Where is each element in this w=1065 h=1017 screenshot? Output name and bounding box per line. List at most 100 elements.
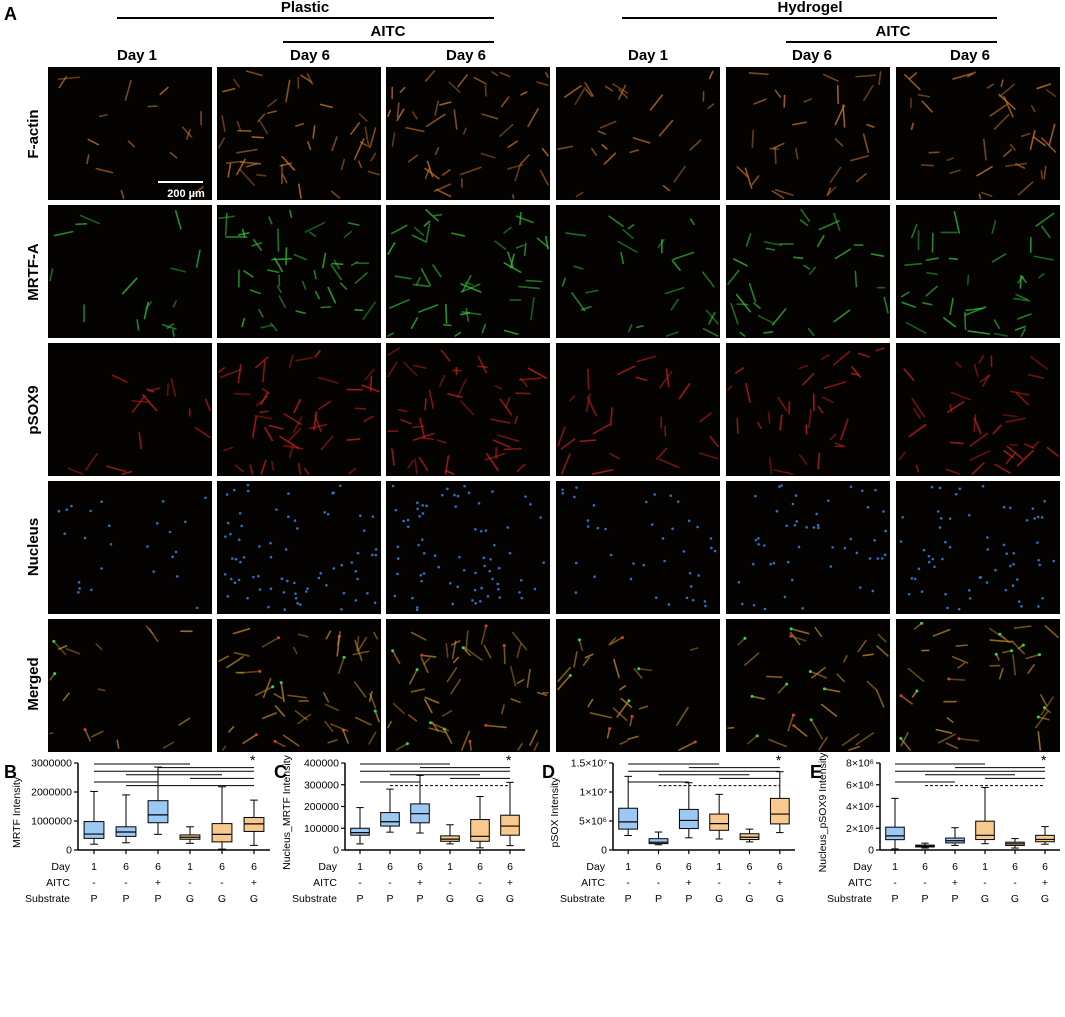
factor-cell-aitc: +	[1042, 877, 1048, 889]
box-2	[648, 831, 669, 846]
factor-cell-day: 6	[686, 861, 692, 873]
y-tick-label: 4×10⁶	[846, 801, 874, 813]
y-tick-label: 2×10⁶	[846, 823, 874, 835]
factor-cell-aitc: -	[388, 877, 392, 889]
micrograph-grid	[48, 67, 1060, 752]
factor-cell-substrate: P	[891, 893, 898, 905]
factor-cell-aitc: -	[358, 877, 362, 889]
factor-cell-day: 6	[507, 861, 513, 873]
factor-cell-substrate: G	[186, 893, 194, 905]
box-body	[769, 797, 790, 825]
micrograph-mrtfa-6	[896, 205, 1060, 338]
significance-star: *	[250, 752, 256, 768]
y-tick-label: 300000	[304, 779, 339, 791]
micrograph-psox9-5	[726, 343, 890, 476]
box-body	[211, 823, 233, 843]
factor-cell-substrate: P	[356, 893, 363, 905]
micrograph-factin-1	[48, 67, 212, 200]
factor-cell-day: 1	[716, 861, 722, 873]
factor-row-label-aitc: AITC	[46, 877, 70, 889]
factor-cell-substrate: P	[122, 893, 129, 905]
y-tick-label: 200000	[304, 801, 339, 813]
micrograph-merged-2	[217, 619, 381, 752]
factor-cell-aitc: -	[220, 877, 224, 889]
y-tick-label: 0	[333, 845, 339, 857]
micrograph-nucleus-2	[217, 481, 381, 614]
group-plastic-label: Plastic	[281, 0, 329, 16]
significance-star: *	[776, 752, 782, 768]
box-5	[470, 795, 490, 849]
micrograph-factin-5	[726, 67, 890, 200]
box-2	[380, 788, 400, 833]
factor-cell-day: 6	[1012, 861, 1018, 873]
column-label-1: Day 1	[117, 47, 157, 64]
micrograph-factin-2	[217, 67, 381, 200]
factor-cell-day: 6	[219, 861, 225, 873]
box-6	[1035, 826, 1055, 845]
micrograph-factin-6	[896, 67, 1060, 200]
factor-cell-aitc: -	[92, 877, 96, 889]
y-tick-label: 100000	[304, 823, 339, 835]
y-tick-label: 6×10⁶	[846, 779, 874, 791]
factor-cell-aitc: +	[417, 877, 423, 889]
y-tick-label: 0	[601, 845, 607, 857]
factor-cell-aitc: -	[983, 877, 987, 889]
column-label-3: Day 6	[446, 47, 486, 64]
panel-label-d: D	[542, 762, 555, 782]
box-body	[975, 820, 995, 841]
factor-cell-day: 6	[1042, 861, 1048, 873]
factor-row-label-aitc: AITC	[313, 877, 337, 889]
box-5	[1005, 838, 1025, 849]
row-label-mrtfa: MRTF-A	[25, 243, 42, 301]
micrograph-psox9-2	[217, 343, 381, 476]
factor-cell-aitc: -	[1013, 877, 1017, 889]
group-plastic-sub-label: AITC	[371, 23, 406, 40]
factor-cell-day: 6	[952, 861, 958, 873]
box-body	[618, 807, 639, 830]
factor-cell-substrate: G	[446, 893, 454, 905]
factor-cell-day: 6	[922, 861, 928, 873]
box-3	[678, 782, 699, 839]
factor-cell-substrate: G	[1041, 893, 1049, 905]
factor-cell-day: 6	[656, 861, 662, 873]
box-1	[83, 790, 105, 845]
factor-row-label-aitc: AITC	[581, 877, 605, 889]
y-tick-label: 1×10⁷	[580, 787, 608, 799]
factor-cell-substrate: P	[416, 893, 423, 905]
box-body	[350, 827, 370, 836]
box-4	[709, 793, 730, 840]
group-hydrogel-label: Hydrogel	[777, 0, 842, 16]
factor-row-label-day: Day	[586, 861, 605, 873]
factor-cell-aitc: -	[717, 877, 721, 889]
factor-cell-day: 6	[123, 861, 129, 873]
y-axis-label: Nucleus_MRTF Intensity	[281, 754, 293, 870]
y-tick-label: 8×10⁶	[846, 758, 874, 770]
micrograph-mrtfa-2	[217, 205, 381, 338]
box-body	[83, 821, 105, 839]
y-tick-label: 0	[868, 845, 874, 857]
row-label-psox9: pSOX9	[25, 385, 42, 434]
factor-cell-substrate: G	[1011, 893, 1019, 905]
significance-bars	[895, 763, 1045, 787]
factor-cell-aitc: -	[748, 877, 752, 889]
factor-row-label-substrate: Substrate	[560, 893, 605, 905]
factor-cell-aitc: +	[686, 877, 692, 889]
y-tick-label: 3000000	[31, 758, 72, 770]
box-6	[243, 799, 265, 846]
factor-cell-substrate: P	[921, 893, 928, 905]
panel-label-e: E	[810, 762, 822, 782]
factor-cell-day: 1	[982, 861, 988, 873]
y-tick-label: 5×10⁶	[579, 816, 607, 828]
significance-bars	[360, 763, 510, 787]
y-tick-label: 2000000	[31, 787, 72, 799]
factor-cell-day: 6	[777, 861, 783, 873]
box-5	[739, 828, 760, 843]
factor-cell-substrate: P	[386, 893, 393, 905]
micrograph-merged-1	[48, 619, 212, 752]
factor-cell-day: 6	[417, 861, 423, 873]
micrograph-merged-3	[386, 619, 550, 752]
factor-row-label-aitc: AITC	[848, 877, 872, 889]
box-body	[380, 812, 400, 827]
micrograph-mrtfa-1	[48, 205, 212, 338]
